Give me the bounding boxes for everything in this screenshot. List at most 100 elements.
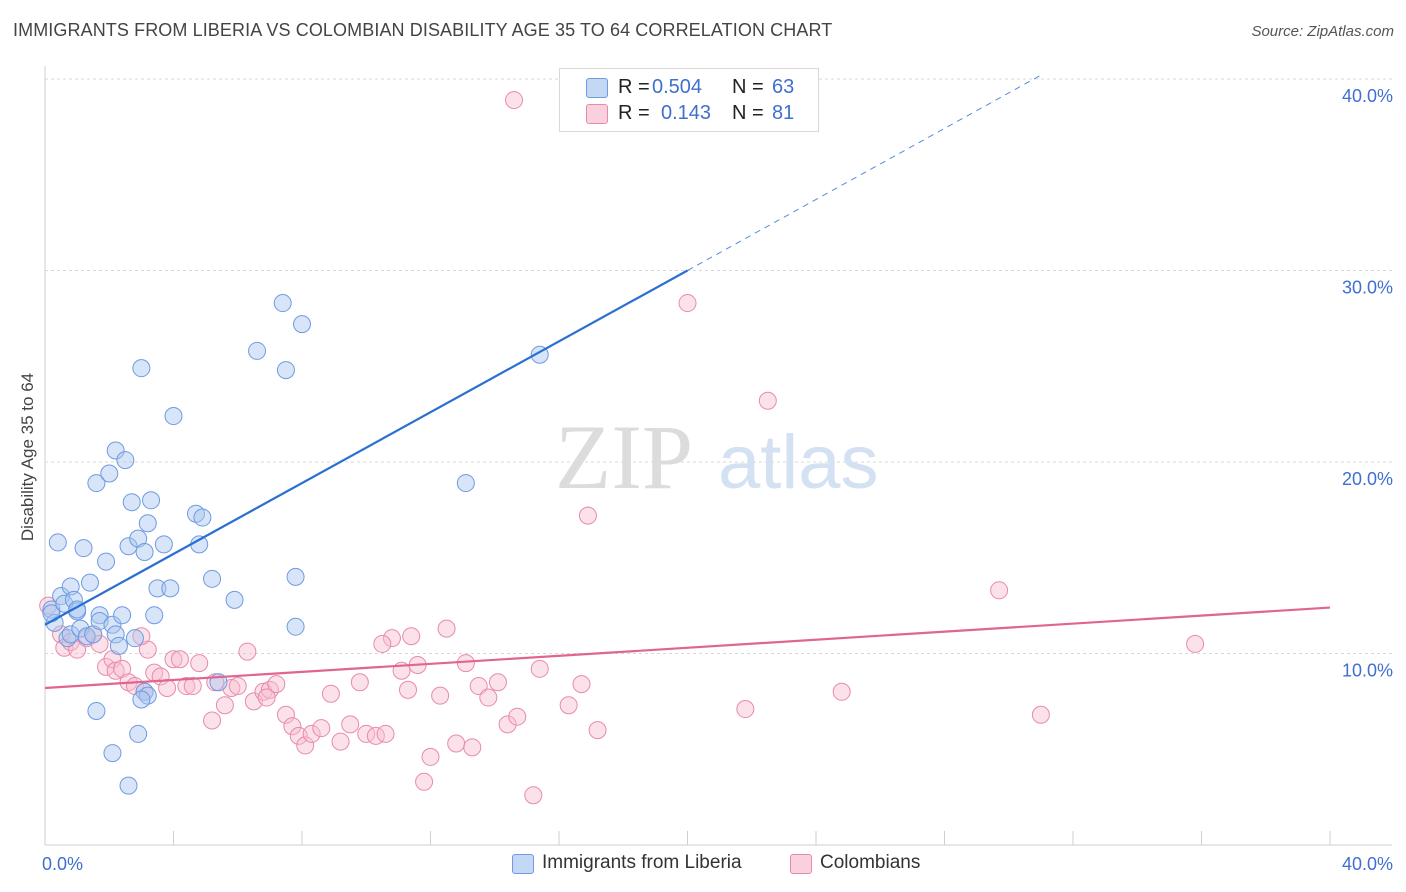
legend-swatch-colombians [586, 104, 608, 124]
liberia-point [87, 474, 106, 493]
colombians-point [276, 705, 295, 724]
liberia-point [286, 567, 305, 586]
y-axis-label: Disability Age 35 to 64 [18, 373, 37, 541]
liberia-point [106, 441, 125, 460]
liberia-point [135, 543, 154, 562]
liberia-point [61, 577, 80, 596]
colombians-point [97, 657, 116, 676]
liberia-points [42, 294, 549, 795]
y-tick-label: 10.0% [1342, 661, 1393, 681]
chart-title: IMMIGRANTS FROM LIBERIA VS COLOMBIAN DIS… [13, 20, 833, 40]
liberia-point [106, 625, 125, 644]
colombians-point [431, 686, 450, 705]
colombians-point [238, 642, 257, 661]
y-tick-label: 30.0% [1342, 278, 1393, 298]
colombians-point [1031, 705, 1050, 724]
liberia-point [193, 508, 212, 527]
liberia-point [142, 491, 161, 510]
legend-swatch-liberia [512, 854, 534, 874]
trend-lines [44, 74, 1331, 690]
liberia-point [122, 493, 141, 512]
tick-labels: 10.0% 20.0% 30.0% 40.0% 0.0% 40.0% [42, 86, 1393, 874]
colombians-point [350, 673, 369, 692]
liberia-point [116, 451, 135, 470]
liberia-point [61, 625, 80, 644]
colombians-point [376, 724, 395, 743]
liberia-point [90, 606, 109, 625]
colombians-point [158, 678, 177, 697]
x-tick-label: 0.0% [42, 854, 83, 874]
liberia-point [190, 535, 209, 554]
liberia-point [132, 359, 151, 378]
colombians-point [437, 619, 456, 638]
colombians-point [267, 675, 286, 694]
colombians-point [296, 736, 315, 755]
colombians-point [578, 506, 597, 525]
colombians-point [190, 654, 209, 673]
liberia-point [77, 627, 96, 646]
gridlines [45, 78, 1392, 654]
colombians-point [203, 711, 222, 730]
y-tick-label: 20.0% [1342, 469, 1393, 489]
colombians-point [170, 650, 189, 669]
colombians-point [373, 634, 392, 653]
colombians-point [302, 724, 321, 743]
colombians-point [469, 677, 488, 696]
liberia-point [100, 464, 119, 483]
y-tick-label: 40.0% [1342, 86, 1393, 106]
liberia-point [74, 539, 93, 558]
liberia-point [276, 361, 295, 380]
liberia-point [80, 573, 99, 592]
liberia-point [97, 552, 116, 571]
colombians-point [758, 391, 777, 410]
liberia-point [154, 535, 173, 554]
liberia-point [48, 533, 67, 552]
colombians-point [341, 715, 360, 734]
liberia-point [119, 537, 138, 556]
liberia-point [203, 569, 222, 588]
liberia-point [225, 590, 244, 609]
colombians-point [447, 734, 466, 753]
colombians-point [990, 581, 1009, 600]
colombians-point [421, 747, 440, 766]
colombians-point [312, 719, 331, 738]
liberia-point [119, 776, 138, 795]
liberia-point [293, 315, 311, 334]
colombians-point [524, 786, 543, 805]
colombians-point [215, 696, 234, 715]
colombians-point [488, 673, 507, 692]
colombians-point [382, 629, 401, 648]
colombians-point [228, 677, 247, 696]
colombians-point [678, 294, 697, 313]
colombians-point [132, 627, 151, 646]
liberia-point [132, 690, 151, 709]
liberia-point [129, 724, 148, 743]
legend-label-liberia: Immigrants from Liberia [542, 852, 742, 873]
legend-r-value: 0.143 [661, 102, 712, 124]
liberia-point [87, 701, 106, 720]
colombians-point [588, 721, 607, 740]
colombians-point [402, 627, 421, 646]
watermark-atlas: atlas [718, 420, 879, 505]
liberia-point [456, 474, 475, 493]
colombians-trend-line [44, 606, 1331, 690]
liberia-point [109, 636, 128, 655]
colombians-point [106, 661, 125, 680]
liberia-point [45, 613, 64, 632]
liberia-point [113, 606, 132, 625]
liberia-point [103, 615, 122, 634]
liberia-point [286, 617, 305, 636]
legend-n-value: 81 [772, 102, 795, 124]
liberia-point [273, 294, 292, 313]
watermark-zip: ZIP [555, 406, 693, 508]
colombians-point [479, 688, 498, 707]
colombians-point [399, 680, 418, 699]
colombians-points [39, 91, 1205, 805]
legend-n-label: N = [732, 102, 764, 124]
liberia-point [161, 579, 180, 598]
legend-swatch-liberia [586, 78, 608, 98]
legend-n-label: N = [732, 76, 764, 98]
correlation-legend: R = 0.504 N = 63 R = 0.143 N = 81 [559, 68, 819, 132]
liberia-point [125, 629, 144, 648]
